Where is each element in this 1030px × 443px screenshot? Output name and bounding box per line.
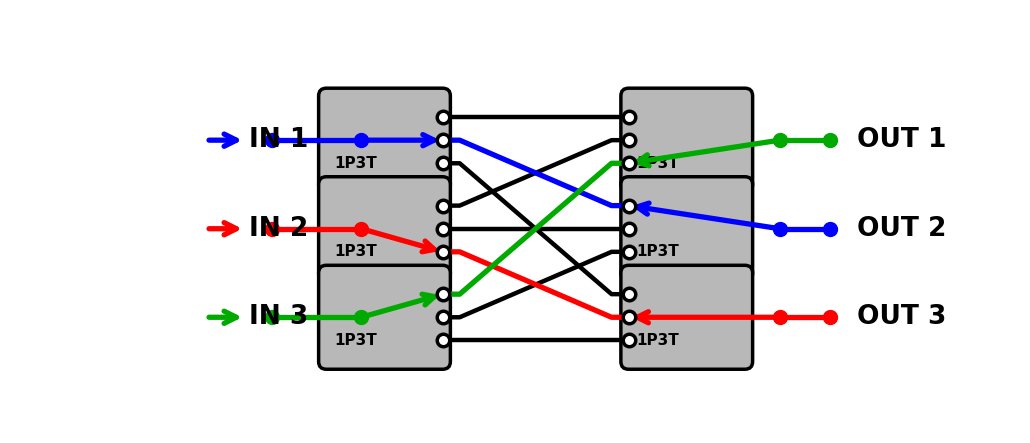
Text: 1P3T: 1P3T: [334, 244, 377, 259]
Text: 1P3T: 1P3T: [334, 155, 377, 171]
Text: IN 1: IN 1: [249, 127, 308, 153]
FancyBboxPatch shape: [621, 265, 753, 369]
Text: OUT 1: OUT 1: [857, 127, 947, 153]
Text: 1P3T: 1P3T: [637, 155, 679, 171]
Text: OUT 3: OUT 3: [857, 304, 947, 330]
Text: 1P3T: 1P3T: [334, 333, 377, 348]
Text: 1P3T: 1P3T: [637, 244, 679, 259]
FancyBboxPatch shape: [318, 177, 450, 281]
FancyBboxPatch shape: [621, 88, 753, 192]
FancyBboxPatch shape: [318, 88, 450, 192]
Text: IN 3: IN 3: [249, 304, 308, 330]
Text: 1P3T: 1P3T: [637, 333, 679, 348]
FancyBboxPatch shape: [621, 177, 753, 281]
Text: IN 2: IN 2: [249, 216, 308, 242]
Text: OUT 2: OUT 2: [857, 216, 947, 242]
FancyBboxPatch shape: [318, 265, 450, 369]
